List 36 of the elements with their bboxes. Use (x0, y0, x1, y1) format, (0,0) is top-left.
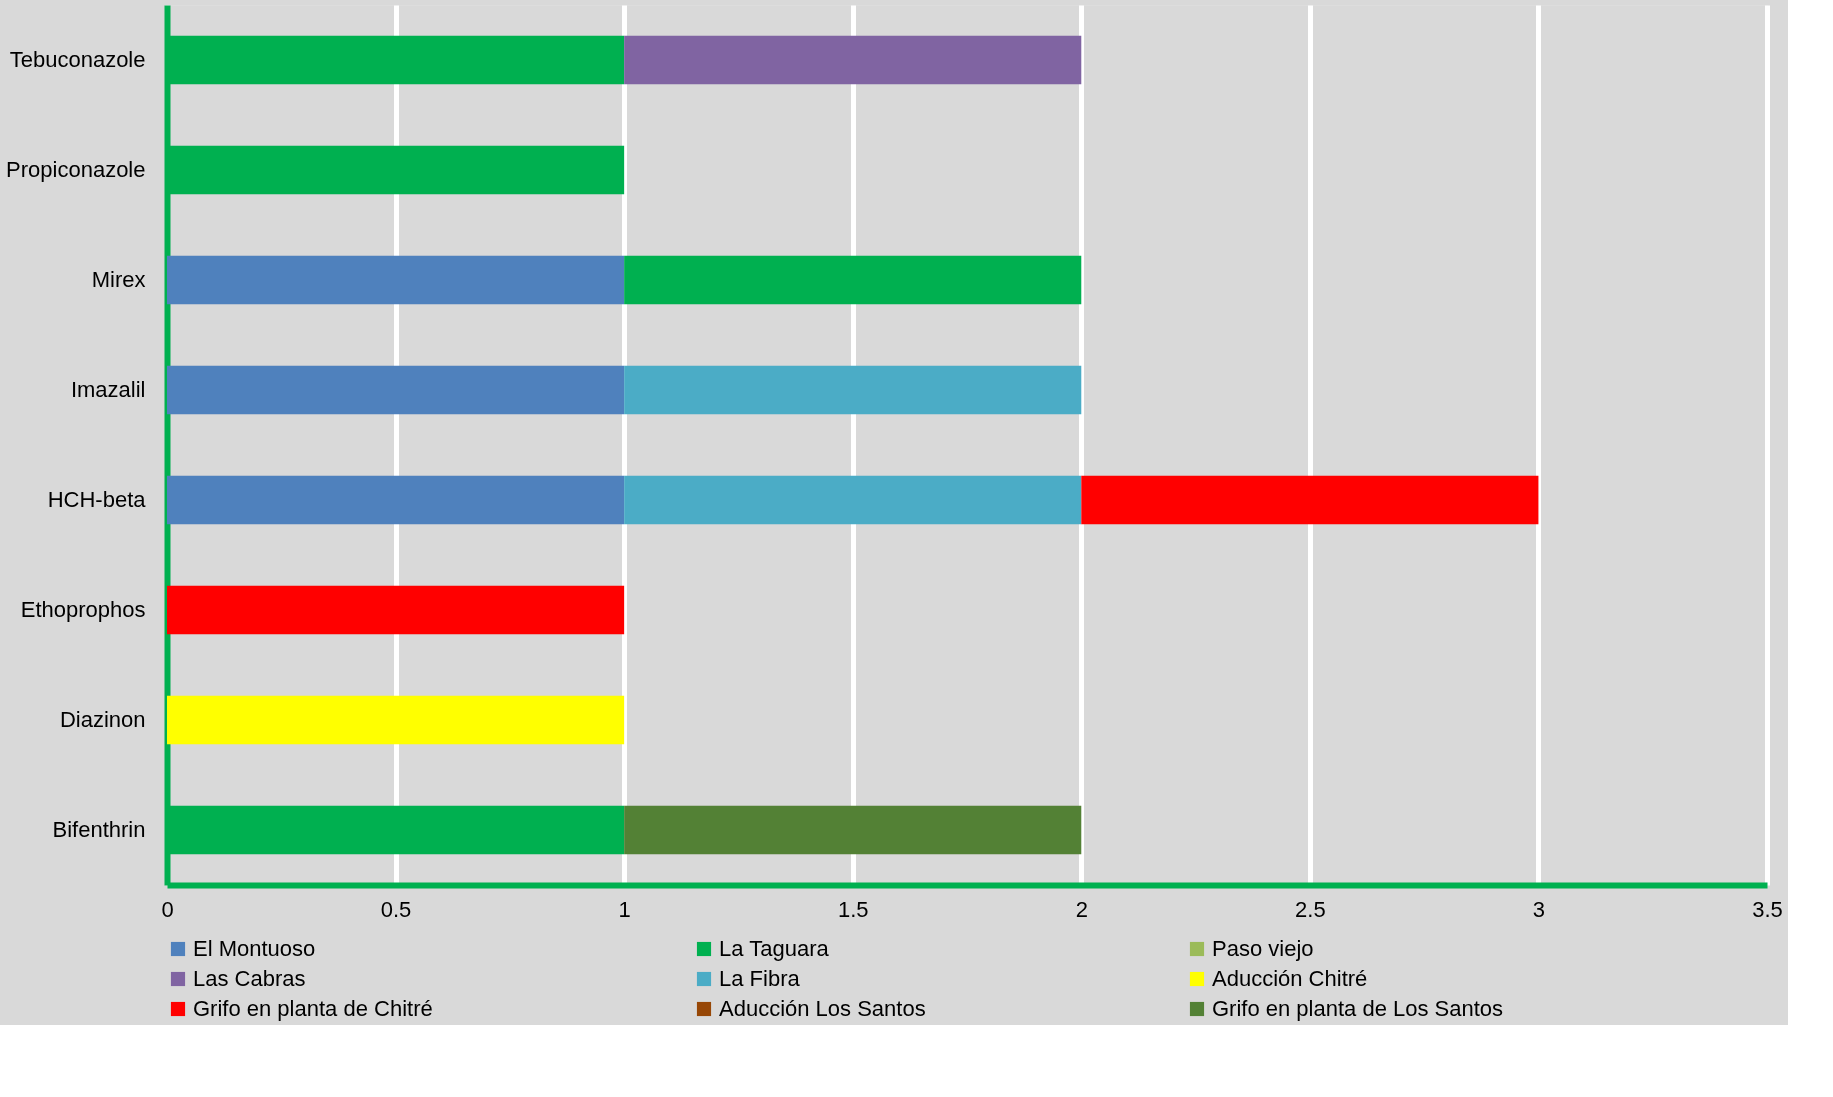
bar (167, 585, 625, 635)
bar (624, 805, 1082, 855)
x-tick-label: 0.5 (380, 896, 412, 922)
x-tick-label: 2.5 (1295, 896, 1326, 922)
x-tick-label: 1 (618, 896, 631, 922)
y-tick-label: Tebuconazole (9, 47, 146, 72)
y-tick-label: Ethoprophos (20, 597, 146, 622)
legend-label: Aducción Chitré (1212, 966, 1368, 991)
legend-label: Grifo en planta de Los Santos (1212, 996, 1504, 1021)
legend-label: Las Cabras (193, 966, 306, 991)
x-tick-label: 1.5 (837, 896, 869, 922)
bar (624, 255, 1082, 305)
x-tick-label: 0 (161, 896, 174, 922)
bar (167, 255, 625, 305)
x-tick-label: 3.5 (1752, 896, 1783, 922)
bar (167, 695, 625, 745)
legend-label: Aducción Los Santos (719, 996, 926, 1021)
bar (624, 35, 1082, 85)
bar (624, 475, 1082, 525)
y-tick-label: Bifenthrin (52, 817, 146, 842)
y-tick-label: Imazalil (70, 377, 146, 402)
y-tick-label: HCH-beta (47, 487, 147, 512)
bar (167, 475, 625, 525)
legend-label: El Montuoso (193, 936, 316, 961)
x-tick-label: 3 (1532, 896, 1546, 922)
legend-label: Paso viejo (1212, 936, 1314, 961)
legend-label: La Taguara (719, 936, 830, 961)
bar (167, 365, 625, 415)
y-tick-label: Mirex (91, 267, 146, 292)
bar (624, 365, 1082, 415)
legend-label: La Fibra (719, 966, 801, 991)
y-tick-label: Propiconazole (6, 157, 146, 182)
legend-label: Grifo en planta de Chitré (193, 996, 433, 1021)
x-tick-label: 2 (1075, 896, 1088, 922)
y-tick-label: Diazinon (59, 707, 146, 732)
bar (1081, 475, 1539, 525)
